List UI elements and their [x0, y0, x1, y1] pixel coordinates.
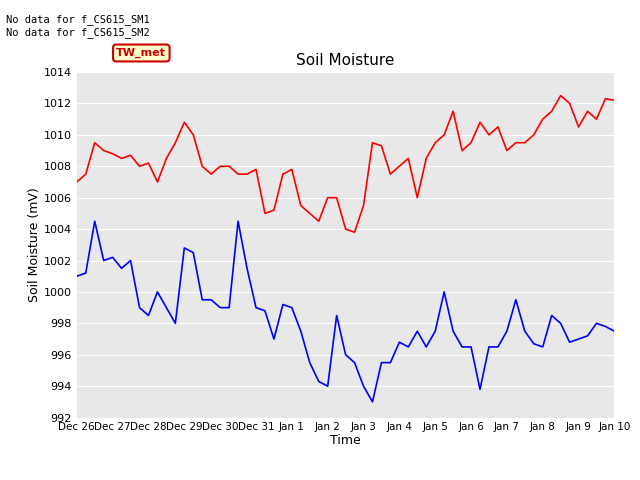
Legend: DltaT_SM1, DltaT_SM2: DltaT_SM1, DltaT_SM2	[220, 476, 471, 480]
X-axis label: Time: Time	[330, 434, 361, 447]
Text: TW_met: TW_met	[116, 48, 166, 58]
Text: No data for f_CS615_SM1
No data for f_CS615_SM2: No data for f_CS615_SM1 No data for f_CS…	[6, 14, 150, 38]
Title: Soil Moisture: Soil Moisture	[296, 53, 395, 68]
Y-axis label: Soil Moisture (mV): Soil Moisture (mV)	[28, 187, 41, 302]
